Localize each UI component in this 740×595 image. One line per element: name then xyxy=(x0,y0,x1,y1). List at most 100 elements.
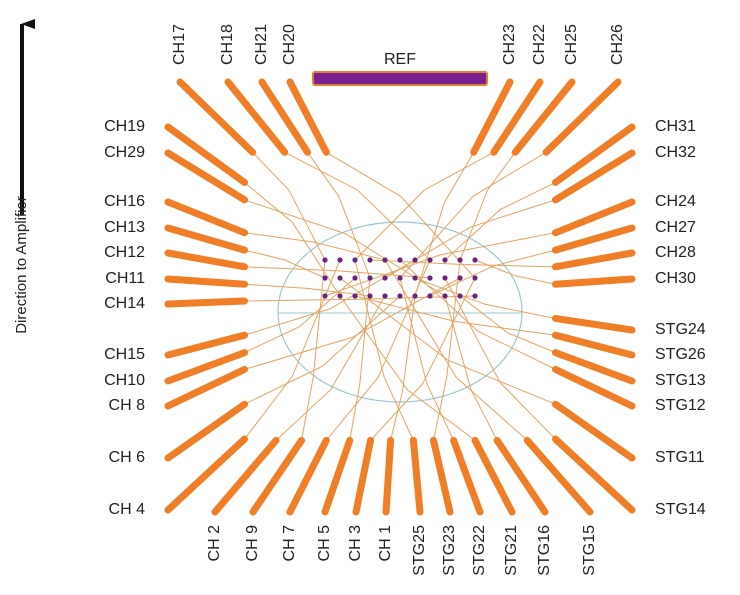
trace xyxy=(445,296,497,440)
electrode-site xyxy=(457,293,462,298)
left-label: CH16 xyxy=(104,193,145,210)
electrode-site xyxy=(472,257,477,262)
trace xyxy=(475,260,555,284)
electrode-site xyxy=(442,293,447,298)
electrode-site xyxy=(322,257,327,262)
pad xyxy=(168,279,245,284)
pad xyxy=(386,440,391,512)
electrode-site xyxy=(457,257,462,262)
electrode-site xyxy=(397,275,402,280)
left-label: CH13 xyxy=(104,219,145,236)
bottom-label: CH 9 xyxy=(244,525,261,562)
left-label: CH11 xyxy=(105,270,145,287)
trace xyxy=(400,260,555,369)
right-label: STG11 xyxy=(655,449,705,466)
trace xyxy=(276,296,385,440)
left-label: CH14 xyxy=(104,295,145,312)
right-label: STG26 xyxy=(655,346,706,363)
right-label: STG12 xyxy=(655,397,706,414)
ref-label: REF xyxy=(384,51,416,68)
electrode-site xyxy=(322,275,327,280)
trace xyxy=(245,296,400,404)
electrode-site xyxy=(427,275,432,280)
pad xyxy=(515,82,572,152)
electrode-site xyxy=(472,275,477,280)
electrode-site xyxy=(412,293,417,298)
trace xyxy=(350,278,370,440)
pad xyxy=(434,440,451,512)
left-label: CH15 xyxy=(104,346,145,363)
pad xyxy=(325,440,350,512)
trace xyxy=(245,233,385,260)
electrode-site xyxy=(427,293,432,298)
bottom-label: STG23 xyxy=(441,525,458,576)
left-label: CH19 xyxy=(104,118,145,135)
pad xyxy=(555,253,632,267)
trace xyxy=(391,296,415,440)
electrode-site xyxy=(337,275,342,280)
electrode-diagram: Direction to Amplifier REF CH17CH18CH21C… xyxy=(0,0,740,595)
ref-electrode xyxy=(313,72,487,85)
bottom-label: STG21 xyxy=(503,525,520,576)
bottom-label: STG16 xyxy=(536,525,553,576)
trace xyxy=(385,260,527,440)
top-label: CH20 xyxy=(281,24,298,65)
electrode-site xyxy=(367,275,372,280)
electrode-site xyxy=(397,293,402,298)
trace xyxy=(340,296,475,440)
left-label: CH12 xyxy=(104,244,145,261)
bottom-label: STG22 xyxy=(471,525,488,576)
electrode-site xyxy=(337,293,342,298)
pad xyxy=(555,318,632,330)
trace xyxy=(415,278,555,318)
electrode-site xyxy=(427,257,432,262)
top-label: CH22 xyxy=(531,24,548,65)
bottom-label: STG15 xyxy=(581,525,598,576)
right-label: CH28 xyxy=(655,244,696,261)
top-label: CH23 xyxy=(501,24,518,65)
top-label: CH21 xyxy=(253,24,270,65)
trace xyxy=(445,182,555,260)
right-label: CH30 xyxy=(655,270,696,287)
bottom-label: CH 3 xyxy=(347,525,364,562)
electrode-site xyxy=(337,257,342,262)
electrode-site xyxy=(412,257,417,262)
electrode-site xyxy=(397,257,402,262)
pad xyxy=(168,335,245,355)
pad xyxy=(555,279,632,284)
right-label: CH27 xyxy=(655,219,696,236)
right-label: CH31 xyxy=(655,118,696,135)
electrode-array xyxy=(168,72,632,512)
electrode-site xyxy=(472,293,477,298)
electrode-site xyxy=(367,293,372,298)
pad xyxy=(413,440,420,512)
pad xyxy=(356,440,371,512)
bottom-label: STG25 xyxy=(411,525,428,576)
bottom-label: CH 2 xyxy=(206,525,223,562)
electrode-site xyxy=(382,257,387,262)
trace xyxy=(326,260,430,440)
trace xyxy=(434,260,461,440)
electrode-site xyxy=(442,275,447,280)
right-label: STG14 xyxy=(655,501,706,518)
electrode-site xyxy=(352,275,357,280)
bottom-label: CH 5 xyxy=(316,525,333,562)
pad xyxy=(262,82,308,152)
right-label: STG24 xyxy=(655,321,706,338)
pad xyxy=(215,440,276,512)
electrode-site xyxy=(367,257,372,262)
trace xyxy=(445,278,555,439)
left-label: CH 4 xyxy=(109,501,146,518)
top-label: CH17 xyxy=(171,24,188,65)
top-label: CH18 xyxy=(219,24,236,65)
left-label: CH 6 xyxy=(109,449,146,466)
top-label: CH26 xyxy=(609,24,626,65)
pad xyxy=(168,301,245,304)
electrode-site xyxy=(382,293,387,298)
trace xyxy=(355,260,413,440)
electrode-site xyxy=(442,257,447,262)
left-label: CH 8 xyxy=(109,397,146,414)
left-label: CH10 xyxy=(104,372,145,389)
electrode-site xyxy=(322,293,327,298)
electrode-site xyxy=(382,275,387,280)
